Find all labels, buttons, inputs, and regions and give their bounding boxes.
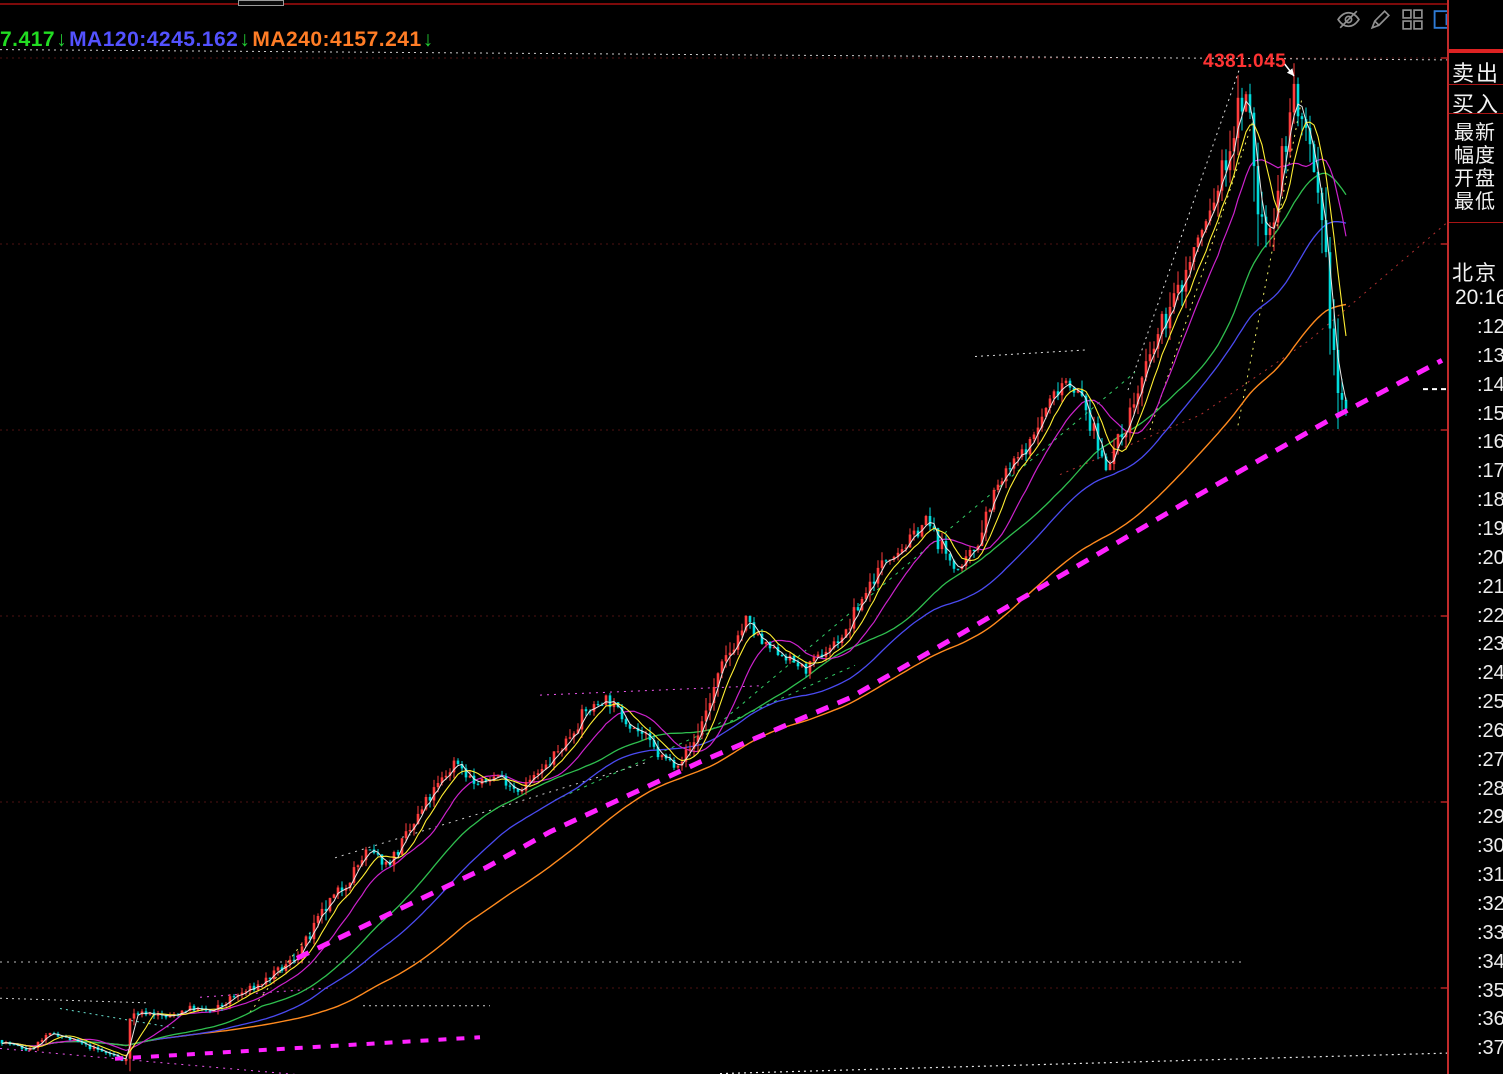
- time-row: :17: [1477, 460, 1503, 483]
- sidebar-divider: [1449, 222, 1503, 223]
- down-arrow-icon: ↓: [239, 28, 251, 51]
- time-row: :19: [1477, 517, 1503, 540]
- time-row: :18: [1477, 489, 1503, 512]
- quote-field-open: 开盘: [1454, 168, 1496, 190]
- time-row: :24: [1477, 662, 1503, 685]
- sidebar-divider: [1449, 84, 1503, 85]
- time-row: :26: [1477, 719, 1503, 742]
- quote-field-latest: 最新: [1454, 122, 1496, 144]
- location-label: 北京: [1452, 262, 1498, 285]
- time-row: :14: [1477, 373, 1503, 396]
- buy-button[interactable]: 买入: [1452, 92, 1501, 117]
- time-row: :34: [1477, 950, 1503, 973]
- time-row: :15: [1477, 402, 1503, 425]
- sell-header-band: [1449, 49, 1503, 53]
- time-row: :22: [1477, 604, 1503, 627]
- time-row: :31: [1477, 864, 1503, 887]
- time-row: :37: [1477, 1037, 1503, 1060]
- down-arrow-icon: ↓: [422, 28, 434, 51]
- time-row: :29: [1477, 806, 1503, 829]
- time-row: :28: [1477, 777, 1503, 800]
- time-row: :25: [1477, 691, 1503, 714]
- panel-separator[interactable]: [1447, 0, 1449, 1074]
- time-row: :35: [1477, 979, 1503, 1002]
- quote-field-low: 最低: [1454, 191, 1496, 213]
- time-row: :32: [1477, 893, 1503, 915]
- time-row: :13: [1477, 344, 1503, 367]
- ma240-value: MA240:4157.241: [252, 28, 422, 51]
- hide-eye-icon[interactable]: [1336, 7, 1361, 32]
- time-row: :12: [1477, 316, 1503, 338]
- clock-label: 20:16: [1455, 286, 1503, 309]
- sell-button[interactable]: 卖出: [1452, 61, 1501, 86]
- time-row: :21: [1477, 575, 1503, 598]
- grid-layout-icon[interactable]: [1400, 7, 1425, 32]
- time-row: :36: [1477, 1008, 1503, 1031]
- time-row: :27: [1477, 748, 1503, 771]
- candlestick-chart[interactable]: [0, 0, 1448, 1074]
- peak-price-label: 4381.045: [1203, 51, 1287, 72]
- quote-sidebar: 卖出 买入 最新 幅度 开盘 最低 北京 20:16 :12 :13 :14 :15:…: [1449, 0, 1503, 1074]
- top-border-line: [0, 3, 1448, 5]
- chart-toolbar: [1336, 7, 1457, 32]
- time-row: :16: [1477, 431, 1503, 454]
- time-row: :30: [1477, 835, 1503, 858]
- time-row: :23: [1477, 633, 1503, 656]
- sidebar-divider: [1449, 113, 1503, 114]
- quote-field-range: 幅度: [1454, 145, 1496, 167]
- down-arrow-icon: ↓: [56, 28, 68, 51]
- draw-pencil-icon[interactable]: [1368, 7, 1393, 32]
- time-row: :20: [1477, 546, 1503, 569]
- indicator-readout: 7.417 ↓ MA120:4245.162 ↓ MA240:4157.241 ↓: [0, 28, 436, 52]
- time-row: :33: [1477, 921, 1503, 944]
- top-slider-handle[interactable]: [238, 0, 284, 6]
- ma120-value: MA120:4245.162: [69, 28, 239, 51]
- ma60-value: 7.417: [0, 28, 56, 51]
